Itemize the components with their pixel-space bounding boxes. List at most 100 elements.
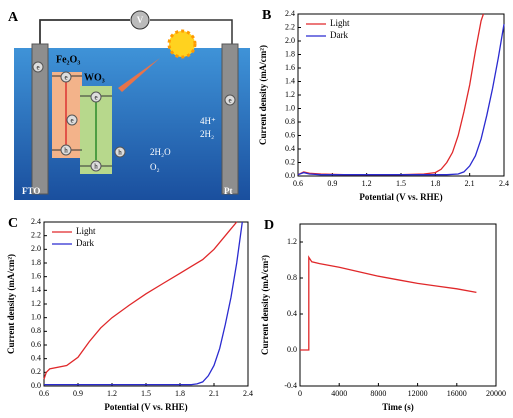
light-beam	[118, 58, 160, 92]
x-tick-label: 0.9	[327, 179, 337, 188]
y-tick-label: 1.6	[31, 271, 41, 280]
wire	[39, 19, 130, 50]
y-tick-label: 0.8	[287, 273, 297, 282]
y-tick-label: 0.4	[285, 144, 295, 153]
legend-label: Light	[76, 226, 96, 236]
x-axis-label: Potential (V vs. RHE)	[104, 402, 187, 412]
hole: h	[118, 149, 122, 157]
series-line	[44, 221, 243, 386]
wire	[150, 19, 233, 50]
legend-label: Dark	[76, 238, 94, 248]
panel-label: C	[8, 216, 18, 231]
electron: e	[94, 94, 97, 102]
electron: e	[64, 74, 67, 82]
y-tick-label: 0.8	[285, 117, 295, 126]
material-label: Fe₂O₃	[56, 54, 80, 65]
wire	[39, 19, 130, 50]
y-tick-label: 1.4	[285, 76, 295, 85]
hole: h	[94, 163, 98, 171]
legend-label: Light	[330, 18, 350, 28]
panel-label: B	[262, 8, 271, 23]
x-tick-label: 12000	[408, 389, 428, 398]
y-tick-label: 2.0	[31, 244, 41, 253]
y-tick-label: 0.2	[31, 367, 41, 376]
x-tick-label: 16000	[447, 389, 467, 398]
y-tick-label: 0.4	[287, 309, 297, 318]
y-tick-label: 0.6	[285, 130, 295, 139]
y-axis-label: Current density (mA/cm²)	[6, 254, 16, 354]
x-tick-label: 2.4	[243, 389, 253, 398]
electron: e	[228, 97, 231, 105]
series-line	[43, 221, 238, 380]
x-axis-label: Potential (V vs. RHE)	[359, 192, 442, 202]
reaction-label: O₂	[150, 162, 160, 172]
y-tick-label: 2.4	[285, 9, 295, 18]
x-tick-label: 1.5	[141, 389, 151, 398]
x-tick-label: 4000	[331, 389, 347, 398]
x-tick-label: 1.8	[175, 389, 185, 398]
electrode-label: Pt	[224, 186, 233, 196]
x-tick-label: 1.8	[430, 179, 440, 188]
y-tick-label: 1.8	[31, 258, 41, 267]
fe2o3-layer	[52, 72, 82, 158]
y-tick-label: 0.0	[287, 345, 297, 354]
reaction-label: 2H₂O	[150, 147, 171, 157]
y-tick-label: 2.2	[31, 230, 41, 239]
diagram: A V Fe₂O₃ WO₃ FTO Pt 4H⁺ 2H₂ 2H₂O O₂ e e…	[8, 10, 250, 200]
y-tick-label: 1.0	[285, 103, 295, 112]
carriers	[32, 61, 236, 172]
y-tick-label: 1.8	[285, 49, 295, 58]
x-tick-label: 1.5	[396, 179, 406, 188]
x-tick-label: 0	[298, 389, 302, 398]
electron: e	[36, 64, 39, 72]
x-tick-label: 1.2	[107, 389, 117, 398]
y-tick-label: -0.4	[284, 381, 297, 390]
hole: h	[64, 147, 68, 155]
y-tick-label: 0.2	[285, 157, 295, 166]
y-tick-label: 2.0	[285, 36, 295, 45]
plot-frame	[43, 221, 249, 387]
plot-frame	[299, 223, 497, 387]
y-tick-label: 2.4	[31, 217, 41, 226]
y-tick-label: 1.4	[31, 285, 41, 294]
legend-label: Dark	[330, 30, 348, 40]
reaction-label: 4H⁺	[200, 116, 216, 126]
x-tick-label: 0.6	[39, 389, 49, 398]
y-tick-label: 0.0	[285, 171, 295, 180]
y-tick-label: 0.4	[31, 353, 41, 362]
x-tick-label: 2.1	[465, 179, 475, 188]
y-tick-label: 1.2	[285, 90, 295, 99]
panel-label: A	[8, 10, 19, 25]
y-tick-label: 0.0	[31, 381, 41, 390]
material-label: WO₃	[84, 72, 105, 83]
y-tick-label: 1.6	[285, 63, 295, 72]
y-tick-label: 2.2	[285, 22, 295, 31]
series-line	[297, 13, 485, 176]
electron: e	[70, 117, 73, 125]
y-tick-label: 0.6	[31, 340, 41, 349]
x-tick-label: 0.6	[293, 179, 303, 188]
x-axis-label: Time (s)	[382, 402, 414, 412]
x-tick-label: 1.2	[362, 179, 372, 188]
y-tick-label: 1.2	[31, 299, 41, 308]
x-tick-label: 8000	[370, 389, 386, 398]
electrode-label: FTO	[22, 186, 40, 196]
y-axis-label: Current density (mA/cm²)	[260, 255, 270, 355]
x-tick-label: 0.9	[73, 389, 83, 398]
x-tick-label: 2.4	[499, 179, 509, 188]
voltmeter	[130, 10, 150, 30]
pt-electrode	[221, 43, 239, 195]
y-tick-label: 1.0	[31, 312, 41, 321]
x-tick-label: 20000	[486, 389, 506, 398]
y-tick-label: 1.2	[287, 237, 297, 246]
fto-electrode	[31, 43, 49, 195]
series-line	[300, 255, 477, 351]
panel-label: D	[264, 218, 274, 233]
y-tick-label: 0.8	[31, 326, 41, 335]
y-axis-label: Current density (mA/cm²)	[258, 45, 268, 145]
sun	[167, 29, 197, 59]
series-line	[297, 23, 505, 176]
reaction-label: 2H₂	[200, 129, 214, 139]
x-tick-label: 2.1	[209, 389, 219, 398]
